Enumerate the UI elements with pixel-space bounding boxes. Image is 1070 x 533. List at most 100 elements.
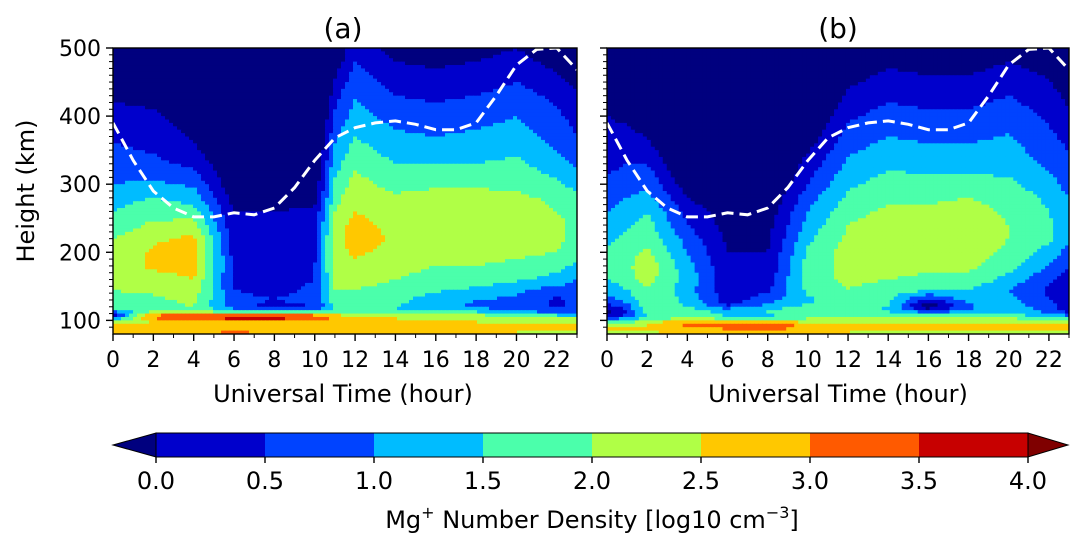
contour-cell <box>245 184 250 189</box>
contour-cell <box>553 75 558 80</box>
contour-cell <box>485 92 490 97</box>
contour-cell <box>121 129 126 134</box>
contour-cell <box>489 170 494 175</box>
contour-cell <box>353 177 358 182</box>
contour-cell <box>229 167 234 172</box>
contour-cell <box>457 150 462 155</box>
contour-cell <box>565 116 570 121</box>
contour-cell <box>573 160 577 165</box>
contour-cell <box>121 136 126 141</box>
contour-cell <box>393 160 398 165</box>
contour-cell <box>477 156 482 161</box>
contour-cell <box>121 95 126 100</box>
contour-cell <box>285 180 290 185</box>
contour-cell <box>269 143 274 148</box>
contour-cell <box>253 112 258 117</box>
contour-cell <box>489 160 494 165</box>
contour-cell <box>525 82 530 87</box>
contour-cell <box>553 126 558 131</box>
contour-cell <box>533 61 538 66</box>
contour-cell <box>353 71 358 76</box>
contour-cell <box>505 68 510 73</box>
contour-cell <box>385 143 390 148</box>
contour-cell <box>557 177 562 182</box>
contour-cell <box>345 119 350 124</box>
contour-cell <box>569 109 574 114</box>
contour-cell <box>473 68 478 73</box>
contour-cell <box>417 78 422 83</box>
contour-cell <box>517 68 522 73</box>
contour-cell <box>369 133 374 138</box>
contour-cell <box>129 99 134 104</box>
contour-cell <box>225 143 230 148</box>
contour-cell <box>225 180 230 185</box>
contour-cell <box>365 116 370 121</box>
contour-cell <box>253 88 258 93</box>
contour-cell <box>501 122 506 127</box>
contour-cell <box>293 99 298 104</box>
contour-cell <box>461 51 466 56</box>
contour-cell <box>493 78 498 83</box>
contour-cell <box>185 65 190 70</box>
contour-cell <box>257 78 262 83</box>
contour-cell <box>281 92 286 97</box>
contour-cell <box>269 160 274 165</box>
contour-cell <box>201 191 206 195</box>
contour-cell <box>537 51 542 56</box>
contour-cell <box>177 153 182 158</box>
contour-cell <box>125 167 130 172</box>
contour-cell <box>453 136 458 141</box>
contour-cell <box>205 102 210 107</box>
contour-cell <box>505 51 510 56</box>
contour-cell <box>381 78 386 83</box>
contour-cell <box>117 126 122 131</box>
contour-cell <box>201 167 206 172</box>
contour-cell <box>365 184 370 189</box>
contour-cell <box>445 122 450 127</box>
contour-cell <box>341 136 346 141</box>
contour-cell <box>293 133 298 138</box>
contour-cell <box>281 48 286 52</box>
contour-cell <box>489 65 494 70</box>
contour-cell <box>321 105 326 110</box>
contour-cell <box>241 65 246 70</box>
contour-cell <box>321 68 326 73</box>
contour-cell <box>469 160 474 165</box>
contour-cell <box>469 187 474 192</box>
contour-cell <box>297 156 302 161</box>
contour-cell <box>249 177 254 182</box>
contour-cell <box>125 95 130 100</box>
contour-cell <box>557 65 562 70</box>
contour-cell <box>481 170 486 175</box>
contour-cell <box>321 48 326 52</box>
contour-cell <box>361 75 366 80</box>
contour-cell <box>213 85 218 90</box>
contour-cell <box>233 173 238 178</box>
contour-cell <box>349 129 354 134</box>
contour-cell <box>193 143 198 148</box>
contour-cell <box>357 167 362 172</box>
contour-cell <box>537 71 542 76</box>
contour-cell <box>529 112 534 117</box>
contour-cell <box>313 51 318 56</box>
contour-cell <box>385 163 390 168</box>
contour-cell <box>145 180 150 185</box>
contour-cell <box>161 160 166 165</box>
contour-cell <box>485 99 490 104</box>
contour-cell <box>269 150 274 155</box>
contour-cell <box>573 129 577 134</box>
contour-cell <box>573 133 577 138</box>
contour-cell <box>393 173 398 178</box>
contour-cell <box>189 92 194 97</box>
contour-cell <box>445 109 450 114</box>
contour-cell <box>521 51 526 56</box>
contour-cell <box>501 143 506 148</box>
contour-cell <box>117 102 122 107</box>
contour-cell <box>221 92 226 97</box>
contour-cell <box>245 58 250 63</box>
contour-cell <box>529 146 534 151</box>
contour-cell <box>353 54 358 59</box>
contour-cell <box>209 153 214 158</box>
contour-cell <box>445 133 450 138</box>
contour-cell <box>197 58 202 63</box>
